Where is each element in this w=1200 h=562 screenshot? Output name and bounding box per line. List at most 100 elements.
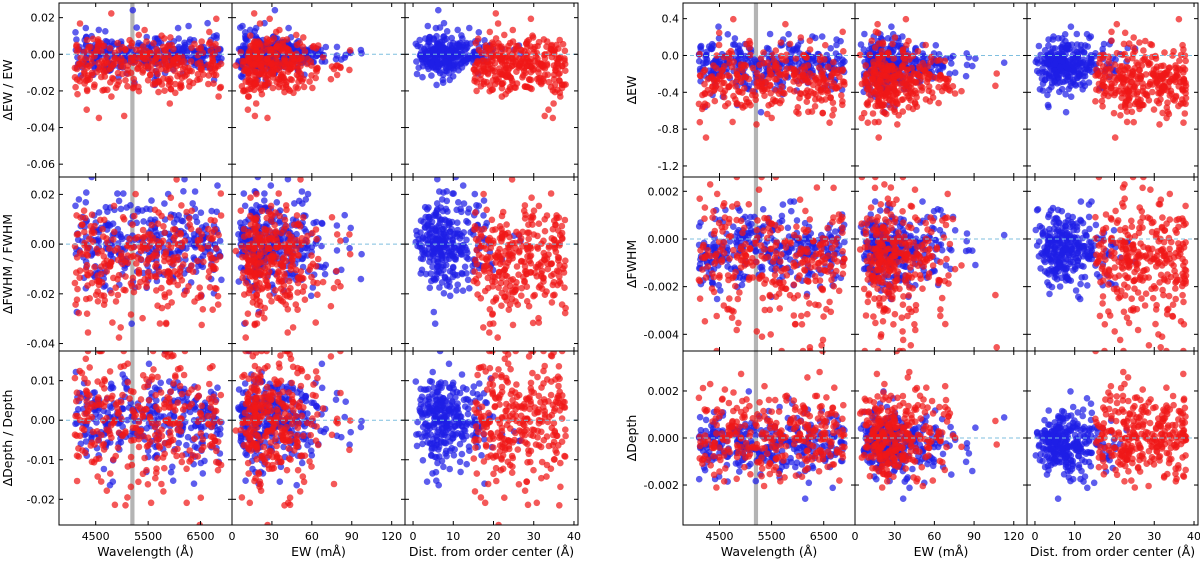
point-red bbox=[173, 452, 180, 460]
point-red bbox=[261, 304, 269, 312]
point-red bbox=[502, 279, 510, 287]
point-red bbox=[214, 466, 222, 474]
point-red bbox=[93, 48, 101, 55]
point-blue bbox=[107, 380, 115, 388]
point-red bbox=[529, 212, 536, 220]
point-blue bbox=[436, 24, 444, 31]
y-tick-label: 0.00 bbox=[31, 48, 56, 61]
point-red bbox=[293, 31, 300, 39]
point-blue bbox=[238, 433, 245, 440]
point-red bbox=[148, 419, 156, 427]
point-red bbox=[498, 274, 506, 282]
point-red bbox=[312, 319, 320, 326]
point-red bbox=[129, 84, 137, 92]
point-red bbox=[109, 319, 116, 326]
point-blue bbox=[413, 58, 420, 65]
point-red bbox=[147, 273, 155, 280]
point-blue bbox=[106, 403, 114, 410]
point-red bbox=[263, 383, 271, 391]
point-red bbox=[269, 84, 277, 92]
point-blue bbox=[416, 52, 424, 59]
point-red bbox=[254, 260, 262, 267]
point-red bbox=[248, 257, 255, 264]
point-red bbox=[82, 355, 90, 363]
point-red bbox=[484, 69, 492, 77]
point-blue bbox=[82, 24, 90, 32]
point-red bbox=[295, 403, 303, 411]
point-red bbox=[178, 415, 185, 423]
point-red bbox=[127, 483, 135, 491]
point-red bbox=[279, 277, 286, 285]
point-red bbox=[293, 236, 301, 244]
point-red bbox=[269, 69, 277, 77]
point-red bbox=[207, 404, 215, 411]
point-red bbox=[181, 252, 189, 259]
point-red bbox=[261, 314, 268, 322]
point-red bbox=[106, 263, 114, 270]
point-blue bbox=[443, 28, 451, 35]
point-red bbox=[521, 58, 529, 65]
point-red bbox=[167, 86, 175, 93]
point-blue bbox=[179, 45, 187, 52]
point-red bbox=[526, 253, 534, 260]
point-blue bbox=[143, 205, 150, 213]
point-blue bbox=[463, 45, 470, 52]
point-red bbox=[98, 431, 105, 439]
point-blue bbox=[175, 212, 182, 219]
point-red bbox=[245, 70, 252, 77]
point-red bbox=[261, 225, 268, 233]
point-red bbox=[265, 268, 273, 276]
point-red bbox=[274, 243, 282, 251]
point-red bbox=[498, 93, 506, 100]
point-red bbox=[289, 420, 296, 428]
point-red bbox=[209, 306, 216, 314]
point-red bbox=[519, 74, 526, 81]
point-red bbox=[558, 234, 566, 242]
point-red bbox=[273, 52, 281, 59]
point-red bbox=[480, 324, 487, 331]
point-red bbox=[210, 71, 218, 78]
point-red bbox=[76, 267, 84, 275]
point-blue bbox=[440, 19, 448, 27]
point-red bbox=[514, 301, 522, 309]
point-red bbox=[533, 273, 541, 280]
point-red bbox=[197, 244, 205, 252]
point-red bbox=[280, 57, 288, 64]
x-tick-label: 90 bbox=[345, 530, 359, 543]
point-red bbox=[478, 233, 485, 240]
point-red bbox=[213, 285, 220, 293]
point-red bbox=[141, 454, 148, 462]
point-blue bbox=[285, 24, 292, 32]
point-red bbox=[550, 71, 558, 79]
point-red bbox=[108, 10, 115, 17]
point-blue bbox=[346, 244, 353, 252]
point-red bbox=[185, 283, 192, 290]
point-red bbox=[512, 53, 520, 61]
point-red bbox=[298, 235, 306, 242]
point-red bbox=[146, 438, 154, 446]
point-blue bbox=[430, 212, 438, 219]
point-blue bbox=[199, 263, 207, 271]
point-blue bbox=[114, 190, 121, 197]
point-red bbox=[517, 235, 525, 242]
point-red bbox=[194, 70, 202, 78]
point-red bbox=[283, 206, 290, 214]
point-blue bbox=[436, 49, 443, 57]
point-red bbox=[167, 194, 175, 201]
point-red bbox=[308, 421, 315, 428]
point-red bbox=[501, 31, 508, 39]
point-red bbox=[256, 20, 264, 27]
point-red bbox=[503, 221, 510, 228]
point-blue bbox=[333, 222, 341, 229]
point-blue bbox=[321, 270, 329, 278]
point-red bbox=[84, 351, 92, 355]
panel-0-r1-c0: -0.04-0.020.000.02 bbox=[27, 176, 233, 352]
point-blue bbox=[342, 398, 350, 406]
point-blue bbox=[442, 256, 450, 263]
point-red bbox=[71, 374, 79, 382]
point-blue bbox=[440, 44, 448, 52]
point-blue bbox=[417, 217, 425, 224]
point-red bbox=[526, 76, 533, 84]
point-blue bbox=[426, 284, 434, 292]
